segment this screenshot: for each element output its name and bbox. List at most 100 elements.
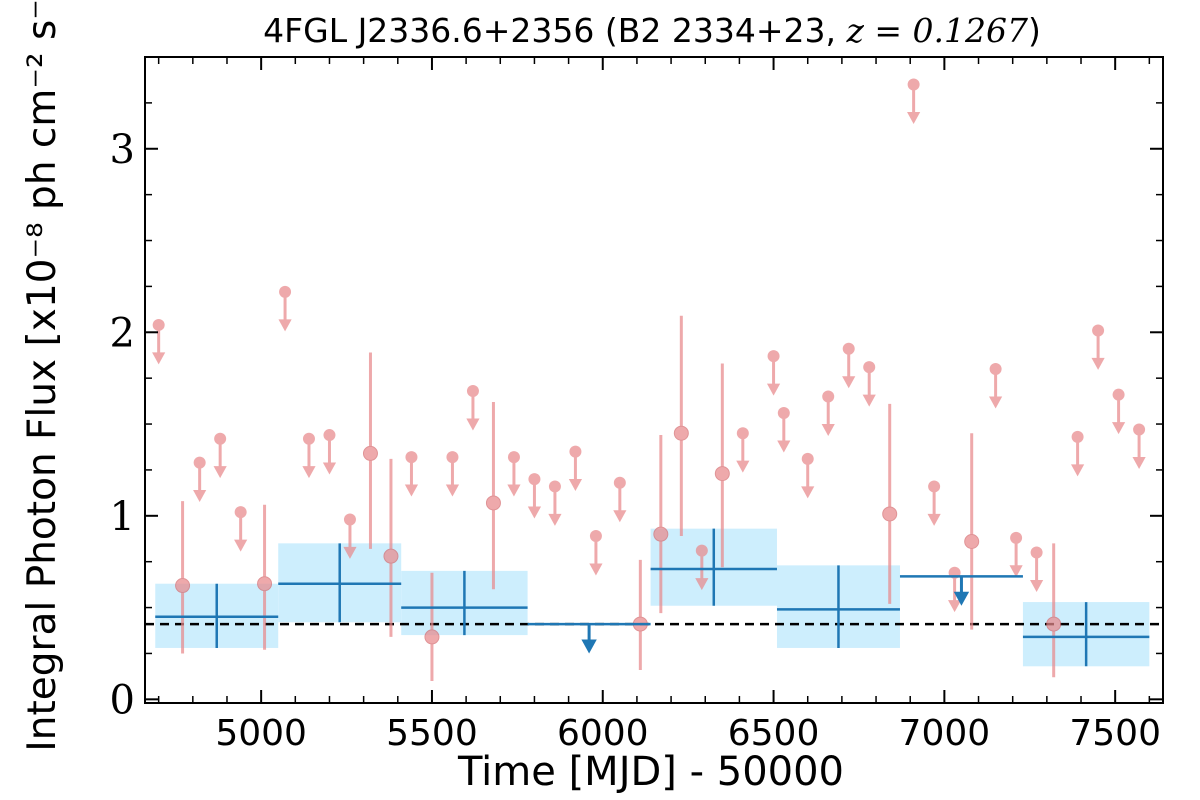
- monthly-detection-point: [362, 445, 378, 461]
- y-tick-label: 3: [110, 127, 135, 173]
- monthly-upper-limit-arrow: [234, 512, 248, 552]
- binned-upper-limit-arrow: [953, 576, 970, 606]
- monthly-upper-limit-arrow: [907, 84, 921, 124]
- monthly-detection-6: [485, 402, 501, 590]
- monthly-upper-limit-23: [821, 390, 835, 436]
- monthly-detection-point: [175, 578, 191, 594]
- binned-detection-6: [1022, 602, 1150, 667]
- binned-detection-2: [278, 543, 402, 623]
- axis-ticks: 5000 5500 6000 6500 7000 7500 0 1 2 3: [110, 57, 1163, 754]
- monthly-upper-limit-arrow: [736, 433, 750, 473]
- monthly-upper-limit-19: [736, 427, 750, 473]
- monthly-upper-limit-arrow-head: [234, 539, 248, 552]
- monthly-upper-limit-arrow-head: [613, 510, 627, 523]
- monthly-detection-9: [673, 315, 689, 536]
- monthly-upper-limit-arrow-head: [927, 513, 941, 526]
- monthly-upper-limit-arrow: [927, 486, 941, 526]
- monthly-upper-limit-arrow: [766, 356, 781, 396]
- monthly-upper-limit-arrow-head: [907, 111, 921, 124]
- x-tick-label: 5000: [215, 713, 307, 754]
- binned-detection-3: [401, 570, 528, 636]
- monthly-upper-limit-5: [278, 285, 292, 332]
- monthly-upper-limit-22: [801, 452, 815, 499]
- monthly-upper-limit-33: [1091, 324, 1105, 370]
- monthly-upper-limit-arrow-head: [445, 484, 460, 497]
- monthly-detection-13: [1046, 543, 1062, 678]
- monthly-upper-limit-arrow-head: [322, 462, 337, 475]
- monthly-upper-limit-arrow: [193, 462, 207, 503]
- monthly-upper-limit-35: [1132, 423, 1146, 470]
- monthly-upper-limit-arrow-head: [1009, 565, 1023, 578]
- monthly-upper-limit-arrow: [548, 486, 562, 526]
- chart-title-suffix: ): [1028, 11, 1041, 50]
- monthly-detection-3: [362, 352, 378, 549]
- monthly-upper-limit-24: [842, 342, 856, 389]
- binned-upper-limit-1: [527, 622, 651, 654]
- monthly-upper-limit-4: [234, 506, 248, 552]
- x-axis-label: Time [MJD] - 50000: [457, 749, 844, 795]
- monthly-upper-limit-arrow-head: [989, 396, 1003, 409]
- monthly-upper-limit-arrow-head: [695, 578, 709, 591]
- monthly-upper-limit-8: [343, 513, 357, 559]
- monthly-upper-limit-arrow-head: [589, 563, 603, 576]
- binned-upper-limit-arrow: [581, 624, 597, 654]
- monthly-upper-limit-arrow-head: [343, 546, 357, 559]
- monthly-upper-limit-3: [213, 432, 227, 479]
- monthly-upper-limit-arrow-head: [302, 466, 316, 479]
- monthly-detection-4: [383, 458, 399, 637]
- monthly-upper-limit-6: [302, 432, 316, 479]
- monthly-upper-limit-arrow: [302, 438, 316, 479]
- y-axis-label: Integral Photon Flux [x10⁻⁸ ph cm⁻² s⁻¹]: [20, 0, 65, 752]
- monthly-upper-limit-arrow: [842, 348, 856, 389]
- monthly-upper-limit-arrow-head: [1111, 422, 1126, 435]
- monthly-detection-point: [882, 506, 898, 522]
- monthly-upper-limit-arrow: [527, 479, 542, 519]
- monthly-upper-limit-arrow: [777, 413, 791, 453]
- monthly-upper-limit-arrow-head: [766, 383, 781, 396]
- monthly-upper-limit-20: [766, 350, 781, 396]
- chart-title-redshift: z = 0.1267: [846, 11, 1028, 50]
- binned-upper-limit-arrow-head: [953, 591, 970, 606]
- monthly-upper-limit-21: [777, 407, 791, 453]
- monthly-upper-limit-arrow: [568, 451, 583, 492]
- binned-detection-1: [155, 583, 279, 648]
- monthly-upper-limit-arrow: [213, 438, 227, 479]
- monthly-upper-limit-arrow: [862, 367, 876, 407]
- monthly-upper-limit-arrow: [404, 457, 419, 497]
- monthly-upper-limit-34: [1111, 388, 1126, 435]
- monthly-upper-limit-arrow: [821, 396, 835, 436]
- monthly-upper-limit-18: [695, 544, 709, 591]
- monthly-upper-limit-arrow-head: [568, 479, 583, 492]
- monthly-upper-limit-arrow: [1111, 394, 1126, 435]
- monthly-upper-limit-29: [989, 362, 1003, 409]
- monthly-upper-limit-arrow-head: [1030, 579, 1044, 592]
- monthly-upper-limit-30: [1009, 531, 1023, 578]
- monthly-upper-limit-arrow: [695, 550, 709, 591]
- monthly-upper-limit-arrow-head: [842, 376, 856, 389]
- monthly-upper-limit-10: [445, 451, 460, 497]
- y-tick-label: 2: [110, 310, 135, 356]
- monthly-upper-limit-arrow-head: [466, 418, 480, 431]
- monthly-upper-limit-2: [193, 456, 207, 503]
- monthly-upper-limit-arrow-head: [1070, 464, 1085, 477]
- monthly-points: [152, 78, 1146, 681]
- monthly-upper-limit-14: [548, 480, 562, 526]
- plot-area: [145, 78, 1163, 681]
- binned-upper-limit-arrow-head: [581, 639, 597, 654]
- monthly-detection-point: [964, 534, 980, 549]
- monthly-upper-limit-13: [527, 473, 542, 519]
- binned-points: [155, 528, 1150, 667]
- monthly-upper-limit-arrow-head: [1132, 457, 1146, 470]
- monthly-detection-point: [257, 576, 273, 592]
- monthly-upper-limit-arrow-head: [862, 394, 876, 407]
- monthly-upper-limit-arrow: [589, 535, 603, 576]
- monthly-upper-limit-arrow-head: [152, 352, 166, 365]
- monthly-upper-limit-arrow: [1009, 537, 1023, 578]
- monthly-upper-limit-32: [1070, 430, 1085, 477]
- monthly-upper-limit-arrow-head: [948, 600, 962, 613]
- monthly-upper-limit-arrow: [322, 435, 337, 475]
- monthly-detection-8: [653, 435, 669, 614]
- binned-upper-limit-2: [899, 575, 1023, 606]
- monthly-detection-point: [653, 526, 669, 542]
